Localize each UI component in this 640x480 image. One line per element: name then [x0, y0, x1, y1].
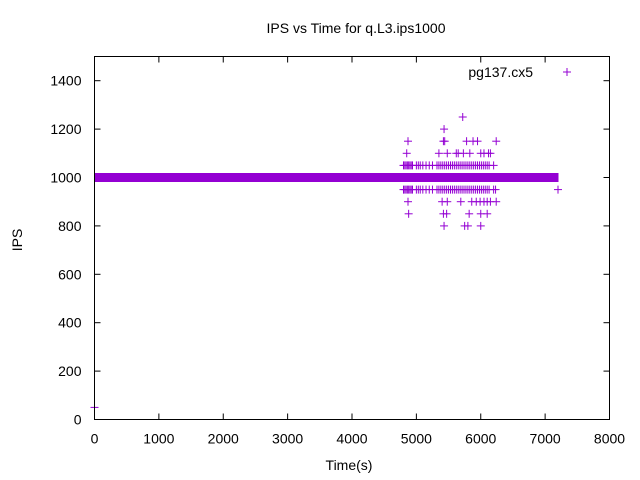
data-point: [492, 137, 501, 146]
data-point: [443, 197, 452, 206]
data-point: [404, 209, 413, 218]
x-tick-label: 3000: [272, 431, 303, 447]
data-point: [443, 149, 452, 158]
chart-title: IPS vs Time for q.L3.ips1000: [267, 20, 446, 36]
data-point: [483, 209, 492, 218]
data-point: [476, 221, 485, 230]
data-point: [458, 113, 467, 121]
x-tick-label: 0: [91, 431, 99, 447]
data-point: [463, 221, 472, 230]
legend-marker: [563, 68, 571, 76]
data-point: [440, 221, 449, 230]
data-points: [90, 113, 562, 412]
x-tick-label: 5000: [401, 431, 432, 447]
x-tick-label: 1000: [143, 431, 174, 447]
y-tick-label: 600: [58, 266, 82, 282]
x-tick-label: 7000: [530, 431, 561, 447]
data-point: [440, 137, 449, 146]
data-point: [491, 185, 500, 194]
data-point: [473, 137, 482, 146]
data-point: [440, 125, 449, 134]
y-tick-label: 0: [74, 412, 82, 428]
data-point: [492, 197, 501, 206]
data-point: [465, 209, 474, 218]
x-tick-label: 6000: [465, 431, 496, 447]
y-tick-label: 1400: [50, 73, 81, 89]
x-tick-label: 4000: [336, 431, 367, 447]
data-point: [465, 149, 474, 158]
x-axis-label: Time(s): [326, 457, 373, 473]
data-point: [554, 185, 562, 194]
x-tick-label: 2000: [208, 431, 239, 447]
y-tick-label: 800: [58, 218, 82, 234]
axis-ticks: 0 1000 2000 3000 4000 5000 6000 7000 8000 0 200 400…: [50, 56, 625, 447]
x-tick-label: 8000: [594, 431, 625, 447]
y-tick-label: 200: [58, 363, 82, 379]
legend-marker-plus: [563, 68, 571, 76]
data-point: [442, 209, 451, 218]
data-point: [434, 149, 443, 158]
data-point: [402, 149, 411, 158]
data-point: [404, 137, 413, 146]
data-point: [404, 197, 413, 206]
plot-frame: [94, 56, 610, 420]
data-point: [489, 161, 498, 170]
data-point: [456, 197, 465, 206]
y-tick-label: 1200: [50, 121, 81, 137]
legend-label: pg137.cx5: [468, 64, 533, 80]
y-tick-label: 400: [58, 315, 82, 331]
y-axis-label: IPS: [9, 229, 25, 252]
y-tick-label: 1000: [50, 170, 81, 186]
data-point: [486, 149, 495, 158]
